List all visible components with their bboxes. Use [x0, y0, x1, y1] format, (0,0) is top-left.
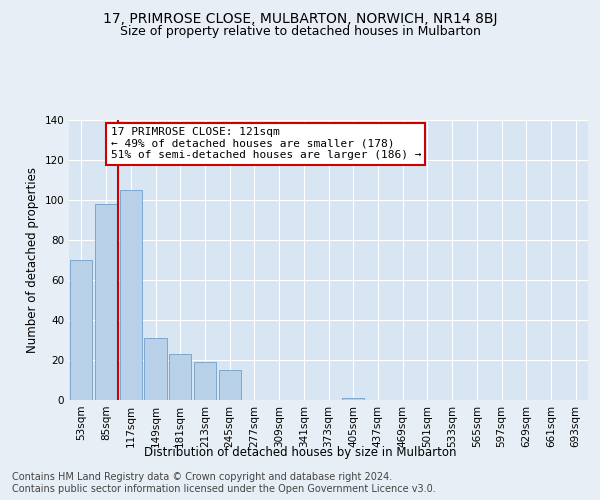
Bar	[95, 204, 117, 400]
Text: 17 PRIMROSE CLOSE: 121sqm
← 49% of detached houses are smaller (178)
51% of semi: 17 PRIMROSE CLOSE: 121sqm ← 49% of detac…	[110, 127, 421, 160]
Bar	[145, 338, 167, 400]
Text: Contains public sector information licensed under the Open Government Licence v3: Contains public sector information licen…	[12, 484, 436, 494]
Bar	[169, 354, 191, 400]
Text: 17, PRIMROSE CLOSE, MULBARTON, NORWICH, NR14 8BJ: 17, PRIMROSE CLOSE, MULBARTON, NORWICH, …	[103, 12, 497, 26]
Bar	[218, 370, 241, 400]
Bar	[70, 260, 92, 400]
Bar	[194, 362, 216, 400]
Y-axis label: Number of detached properties: Number of detached properties	[26, 167, 39, 353]
Text: Size of property relative to detached houses in Mulbarton: Size of property relative to detached ho…	[119, 25, 481, 38]
Text: Distribution of detached houses by size in Mulbarton: Distribution of detached houses by size …	[144, 446, 456, 459]
Text: Contains HM Land Registry data © Crown copyright and database right 2024.: Contains HM Land Registry data © Crown c…	[12, 472, 392, 482]
Bar	[119, 190, 142, 400]
Bar	[342, 398, 364, 400]
